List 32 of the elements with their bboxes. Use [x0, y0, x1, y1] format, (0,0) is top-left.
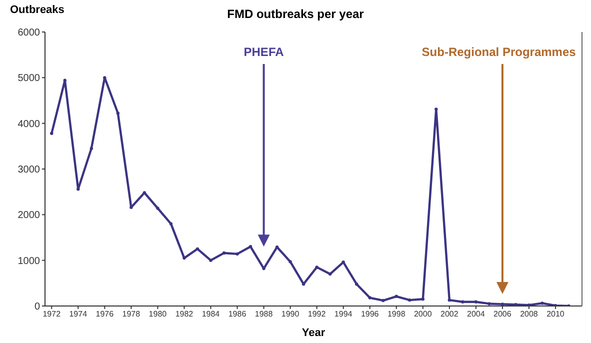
x-tick-label: 1980 [148, 310, 168, 319]
x-tick-label: 2000 [414, 310, 432, 319]
x-tick-label: 1974 [69, 310, 88, 319]
x-tick-label: 1986 [228, 310, 247, 319]
ref-line-label: PHEFA [244, 45, 284, 59]
x-axis-title: Year [302, 327, 326, 339]
x-tick-label: 1996 [360, 310, 380, 319]
y-tick-label: 4000 [18, 118, 40, 130]
chart-title: FMD outbreaks per year [227, 7, 364, 21]
x-tick-label: 1988 [254, 310, 274, 319]
y-tick-label: 5000 [18, 73, 40, 84]
y-tick-label: 2000 [18, 210, 40, 222]
x-tick-label: 1994 [334, 310, 353, 319]
ref-line-label: Sub-Regional Programmes [422, 45, 576, 59]
x-tick-label: 2004 [467, 310, 486, 319]
y-tick-label: 0 [34, 302, 40, 313]
x-tick-label: 1972 [42, 310, 62, 319]
x-tick-label: 2006 [494, 310, 512, 319]
x-tick-label: 2010 [546, 310, 565, 319]
x-tick-label: 1984 [202, 310, 220, 319]
x-tick-label: 1992 [308, 310, 326, 319]
x-tick-label: 2002 [440, 310, 459, 319]
y-tick-label: 3000 [18, 164, 40, 176]
x-tick-label: 1998 [387, 310, 406, 319]
x-tick-label: 1982 [175, 310, 194, 319]
x-tick-label: 2008 [520, 310, 538, 319]
x-tick-label: 1976 [96, 310, 114, 319]
y-axis-title: Outbreaks [10, 4, 64, 16]
y-tick-label: 6000 [18, 28, 40, 39]
y-tick-label: 1000 [18, 256, 40, 267]
x-tick-label: 1978 [122, 310, 141, 319]
x-tick-label: 1990 [281, 310, 300, 319]
